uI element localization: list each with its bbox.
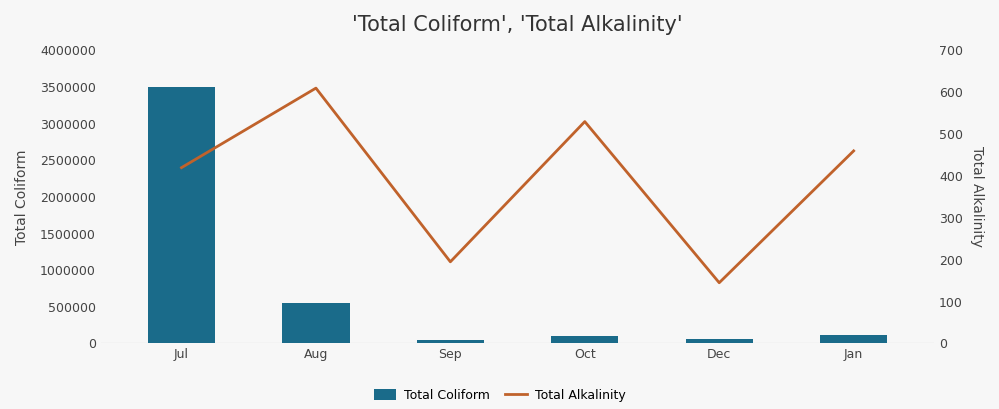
Y-axis label: Total Alkalinity: Total Alkalinity: [970, 146, 984, 247]
Total Alkalinity: [713, 280, 725, 285]
Y-axis label: Total Coliform: Total Coliform: [15, 149, 29, 245]
Title: 'Total Coliform', 'Total Alkalinity': 'Total Coliform', 'Total Alkalinity': [353, 15, 683, 35]
Bar: [820, 335, 887, 344]
Total Alkalinity: [578, 119, 590, 124]
Total Alkalinity: [310, 85, 322, 90]
Bar: [283, 303, 350, 344]
Total Alkalinity: [848, 148, 860, 153]
Legend: Total Coliform, Total Alkalinity: Total Coliform, Total Alkalinity: [369, 384, 630, 407]
Bar: [685, 339, 753, 344]
Total Alkalinity: [176, 165, 188, 170]
Bar: [417, 340, 484, 344]
Total Alkalinity: [445, 259, 457, 264]
Bar: [551, 336, 618, 344]
Bar: [148, 87, 215, 344]
Line: Total Alkalinity: Total Alkalinity: [182, 88, 854, 283]
